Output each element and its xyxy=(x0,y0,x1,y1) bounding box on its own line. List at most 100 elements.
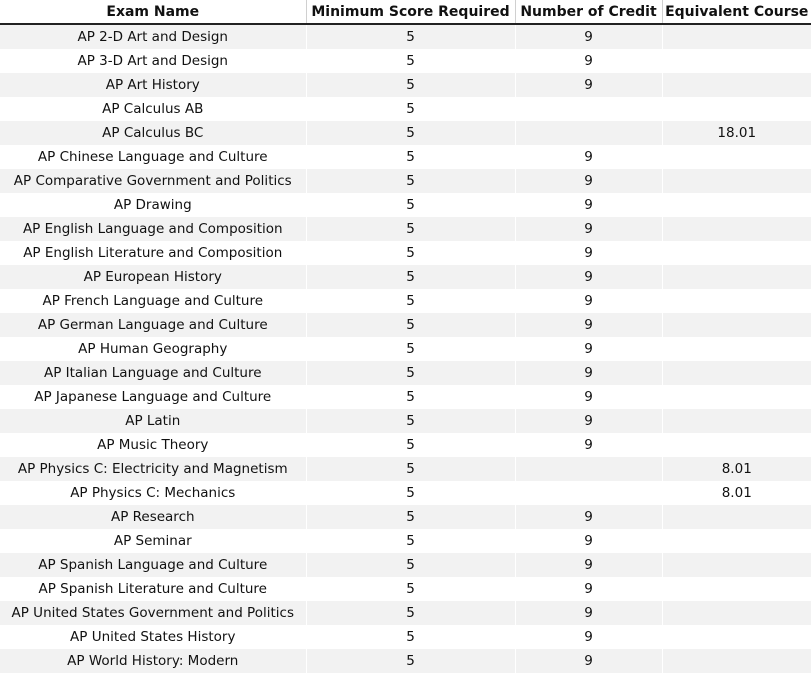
table-cell: 5 xyxy=(306,481,516,505)
table-cell: AP Italian Language and Culture xyxy=(0,361,307,385)
table-cell xyxy=(662,433,811,457)
table-cell xyxy=(662,361,811,385)
table-cell: 5 xyxy=(306,361,516,385)
table-cell: AP Chinese Language and Culture xyxy=(0,145,307,169)
table-cell xyxy=(662,241,811,265)
table-cell xyxy=(662,217,811,241)
table-cell: 9 xyxy=(515,649,663,673)
table-cell: 5 xyxy=(306,289,516,313)
table-cell: 5 xyxy=(306,505,516,529)
table-cell: AP Physics C: Electricity and Magnetism xyxy=(0,457,307,481)
table-row: AP German Language and Culture 5 9 xyxy=(0,313,811,337)
table-cell: AP Calculus BC xyxy=(0,121,307,145)
table-cell: 9 xyxy=(515,193,663,217)
table-cell: AP Spanish Literature and Culture xyxy=(0,577,307,601)
table-cell: AP European History xyxy=(0,265,307,289)
table-cell: AP United States History xyxy=(0,625,307,649)
table-cell: 9 xyxy=(515,169,663,193)
table-row: AP United States Government and Politics… xyxy=(0,601,811,625)
table-cell: 5 xyxy=(306,73,516,97)
table-cell: 9 xyxy=(515,241,663,265)
table-cell: 5 xyxy=(306,649,516,673)
table-row: AP Chinese Language and Culture 5 9 xyxy=(0,145,811,169)
table-cell: 5 xyxy=(306,409,516,433)
table-row: AP Spanish Language and Culture 5 9 xyxy=(0,553,811,577)
table-cell: 5 xyxy=(306,241,516,265)
table-cell: 9 xyxy=(515,601,663,625)
table-cell: 9 xyxy=(515,577,663,601)
table-cell: 9 xyxy=(515,385,663,409)
table-row: AP Art History 5 9 xyxy=(0,73,811,97)
table-cell: AP Art History xyxy=(0,73,307,97)
table-cell xyxy=(662,625,811,649)
table-cell: 18.01 xyxy=(662,121,811,145)
table-cell: 5 xyxy=(306,265,516,289)
table-row: AP Calculus BC 5 18.01 xyxy=(0,121,811,145)
table-cell: AP English Literature and Composition xyxy=(0,241,307,265)
table-cell: 5 xyxy=(306,49,516,73)
table-row: AP Drawing 5 9 xyxy=(0,193,811,217)
table-cell: 5 xyxy=(306,337,516,361)
table-cell xyxy=(662,601,811,625)
table-row: AP Seminar 5 9 xyxy=(0,529,811,553)
table-cell: 9 xyxy=(515,361,663,385)
table-cell: 9 xyxy=(515,553,663,577)
table-cell xyxy=(662,265,811,289)
column-header: Equivalent Course xyxy=(662,0,811,25)
table-cell: AP French Language and Culture xyxy=(0,289,307,313)
table-cell: 5 xyxy=(306,385,516,409)
table-cell xyxy=(662,337,811,361)
table-cell: 5 xyxy=(306,169,516,193)
table-cell: AP English Language and Composition xyxy=(0,217,307,241)
table-cell: 5 xyxy=(306,625,516,649)
table-row: AP World History: Modern 5 9 xyxy=(0,649,811,673)
table-body: AP 2-D Art and Design 5 9 AP 3-D Art and De… xyxy=(0,24,811,673)
table-cell: 9 xyxy=(515,73,663,97)
table-cell: AP Comparative Government and Politics xyxy=(0,169,307,193)
table-cell: 5 xyxy=(306,193,516,217)
table-row: AP Japanese Language and Culture 5 9 xyxy=(0,385,811,409)
table-cell: AP Music Theory xyxy=(0,433,307,457)
table-cell: 8.01 xyxy=(721,485,752,501)
table-cell xyxy=(662,529,811,553)
table-cell: 5 xyxy=(306,529,516,553)
table-row: AP Calculus AB 5 xyxy=(0,97,811,121)
table-cell: 5 xyxy=(306,217,516,241)
table-row: AP Spanish Literature and Culture 5 9 xyxy=(0,577,811,601)
table-cell: 5 xyxy=(306,145,516,169)
table-row: AP French Language and Culture 5 9 xyxy=(0,289,811,313)
table-cell xyxy=(662,649,811,673)
table-cell xyxy=(515,121,663,145)
table-cell xyxy=(515,97,663,121)
table-row: AP Comparative Government and Politics 5 9 xyxy=(0,169,811,193)
table-cell: AP Human Geography xyxy=(0,337,307,361)
table-row: AP Physics C: Mechanics 5 8.01 xyxy=(0,481,811,505)
table-cell: 9 xyxy=(515,217,663,241)
table-cell xyxy=(662,409,811,433)
table-row: AP European History 5 9 xyxy=(0,265,811,289)
table-cell: AP Calculus AB xyxy=(0,97,307,121)
table-cell: AP Physics C: Mechanics xyxy=(0,481,307,505)
table-cell: 9 xyxy=(515,265,663,289)
table-cell: 5 xyxy=(306,313,516,337)
table-cell: 9 xyxy=(515,337,663,361)
table-cell: 5 xyxy=(306,121,516,145)
table-cell: 9 xyxy=(515,409,663,433)
table-cell: AP German Language and Culture xyxy=(0,313,307,337)
table-row: AP Music Theory 5 9 xyxy=(0,433,811,457)
table-cell: 5 xyxy=(306,577,516,601)
table-row: AP English Literature and Composition 5 9 xyxy=(0,241,811,265)
table-cell: 9 xyxy=(515,24,663,49)
table-cell: AP Latin xyxy=(0,409,307,433)
table-cell xyxy=(662,193,811,217)
table-cell: 5 xyxy=(306,433,516,457)
table-cell xyxy=(662,24,811,49)
table-cell: 9 xyxy=(515,289,663,313)
table-cell: AP Japanese Language and Culture xyxy=(0,385,307,409)
column-header: Minimum Score Required xyxy=(306,0,516,25)
table-row: AP United States History 5 9 xyxy=(0,625,811,649)
table-cell: AP Research xyxy=(0,505,307,529)
table-cell: 5 xyxy=(306,97,516,121)
table-row: AP Research 5 9 xyxy=(0,505,811,529)
